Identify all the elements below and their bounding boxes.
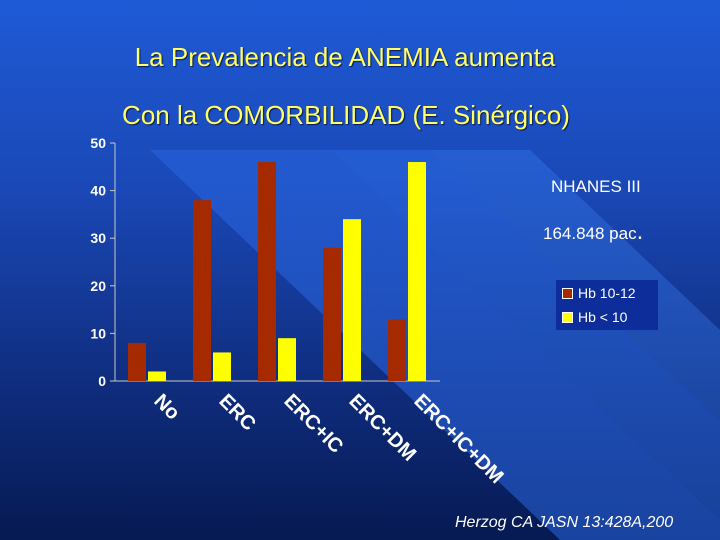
background-stripes [150, 150, 720, 540]
citation: Herzog CA JASN 13:428A,200 [455, 514, 674, 531]
y-tick-labels: 0 10 20 30 40 50 [90, 135, 106, 389]
bar-erc-series-2 [213, 352, 231, 381]
legend-label-hb-10-12: Hb 10-12 [578, 285, 636, 301]
x-tick-label: No [149, 390, 183, 424]
bar-no-series-2 [148, 371, 166, 381]
slide-title-line-2: Con la COMORBILIDAD (E. Sinérgico) [122, 100, 570, 130]
bar-erc-series-1 [193, 200, 211, 381]
chart-legend: Hb 10-12 Hb < 10 [556, 280, 658, 330]
x-tick-label: ERC+DM [344, 390, 420, 466]
y-tick-label: 20 [90, 278, 106, 294]
legend-swatch-hb-10-12 [562, 287, 573, 299]
bar-no-series-1 [128, 342, 146, 381]
y-tick-label: 0 [98, 373, 106, 389]
patient-count-period: . [636, 218, 644, 245]
y-tick-label: 10 [90, 325, 106, 341]
bar-erc-dm-series-2 [343, 219, 361, 381]
x-tick-label: ERC [214, 390, 259, 435]
background-stripe-1 [150, 150, 720, 540]
dataset-name: NHANES III [551, 177, 641, 196]
legend-swatch-hb-lt-10 [562, 311, 573, 323]
legend-item-hb-10-12: Hb 10-12 [562, 284, 636, 302]
chart-axes [110, 142, 440, 382]
legend-item-hb-lt-10: Hb < 10 [562, 308, 627, 326]
patient-count: 164.848 pac. [543, 218, 643, 246]
y-tick-label: 50 [90, 135, 106, 151]
y-tick-label: 30 [90, 230, 106, 246]
x-tick-label: ERC+IC [279, 390, 347, 458]
y-tick-label: 40 [90, 183, 106, 199]
bar-erc-ic-series-2 [278, 338, 296, 381]
bar-erc-ic-dm-series-2 [408, 162, 426, 381]
bar-erc-ic-dm-series-1 [388, 319, 406, 381]
chart-bars [128, 162, 426, 381]
background-stripe-2 [330, 150, 720, 520]
bar-erc-ic-series-1 [258, 162, 276, 381]
slide-title-line-1: La Prevalencia de ANEMIA aumenta [134, 42, 556, 72]
legend-label-hb-lt-10: Hb < 10 [578, 309, 628, 325]
patient-count-text: 164.848 pac [543, 224, 637, 243]
bar-erc-dm-series-1 [323, 247, 341, 381]
